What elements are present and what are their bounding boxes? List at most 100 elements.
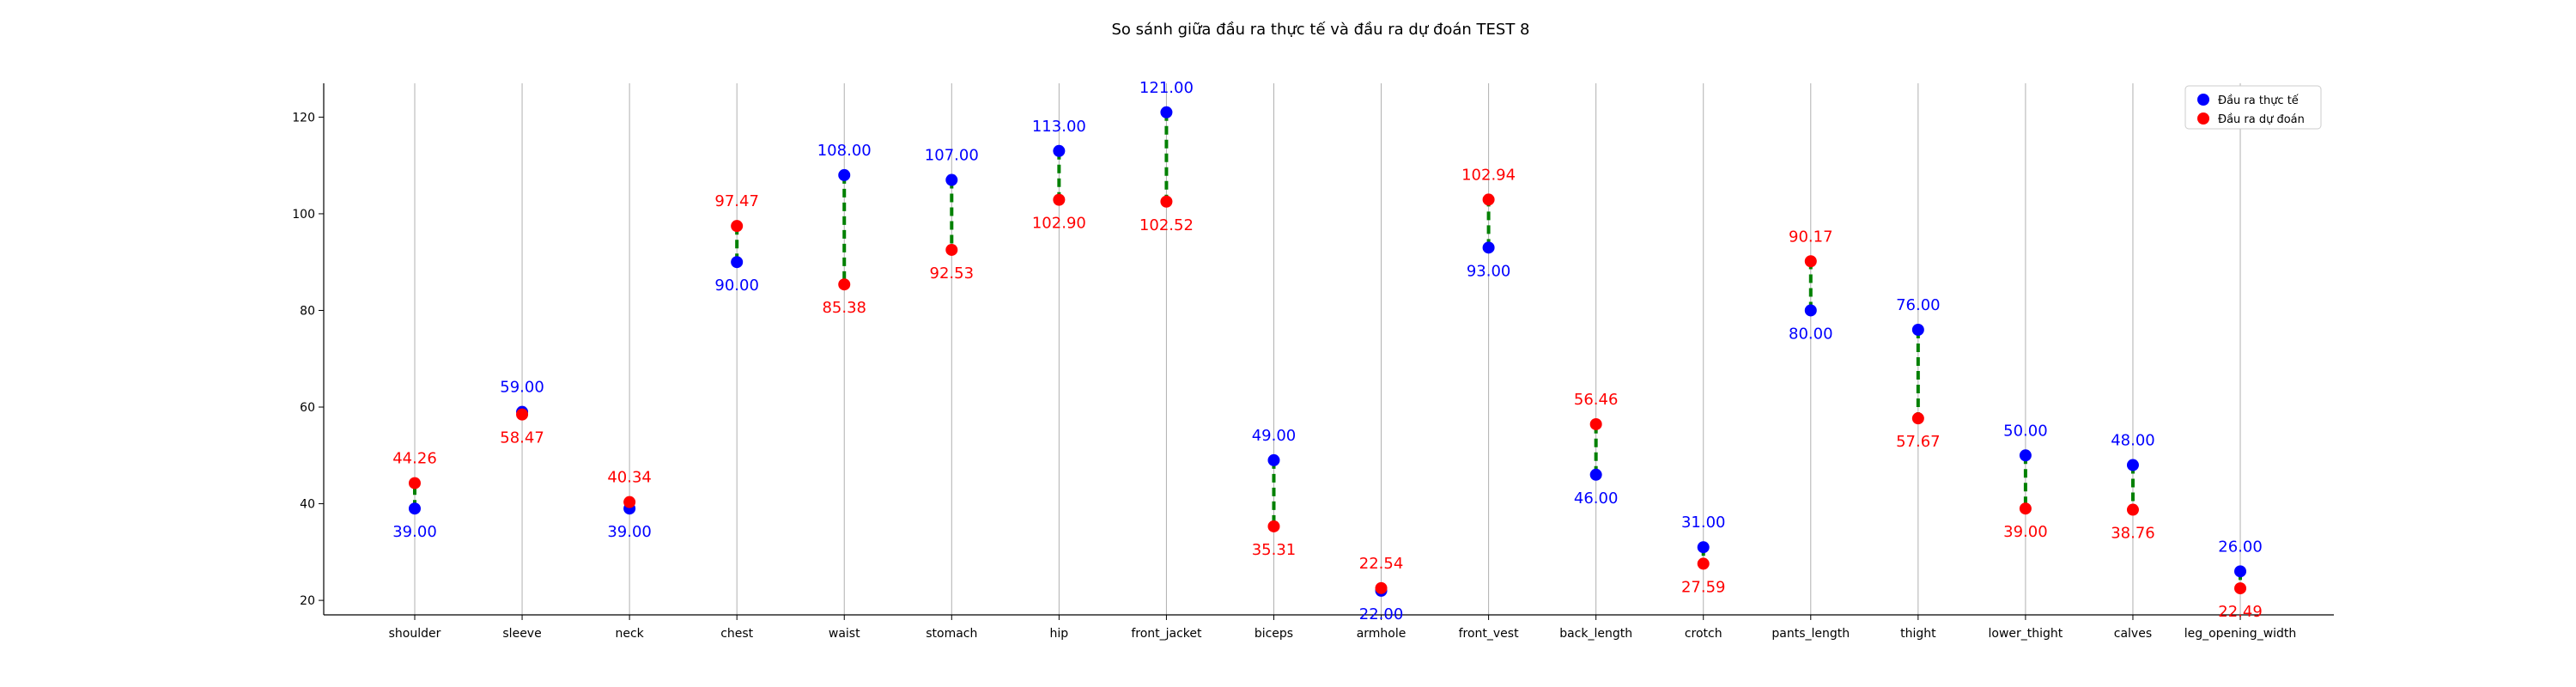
predicted-value-label: 27.59 <box>1681 578 1726 596</box>
actual-point <box>1053 144 1066 157</box>
actual-value-label: 39.00 <box>392 523 437 541</box>
actual-point <box>2019 449 2032 462</box>
actual-point <box>409 502 421 515</box>
y-tick-label: 80 <box>300 304 315 318</box>
predicted-value-label: 57.67 <box>1896 433 1941 451</box>
x-tick-label: back_length <box>1559 627 1632 641</box>
predicted-value-label: 97.47 <box>714 192 759 210</box>
legend-label-actual: Đầu ra thực tế <box>2218 94 2299 107</box>
predicted-value-label: 38.76 <box>2111 525 2155 543</box>
value-labels: 39.00 44.26 59.00 58.47 39.00 40.34 90.00 97.47… <box>392 79 2263 623</box>
predicted-point <box>409 477 421 489</box>
actual-point <box>1160 106 1173 119</box>
predicted-value-label: 56.46 <box>1574 391 1619 409</box>
x-tick-label: hip <box>1050 627 1069 641</box>
y-tick-label: 40 <box>300 498 315 512</box>
actual-point <box>1267 453 1280 466</box>
y-tick-label: 20 <box>300 594 315 608</box>
actual-value-label: 93.00 <box>1467 262 1511 280</box>
x-tick-label: neck <box>615 627 644 641</box>
predicted-point <box>1589 417 1602 430</box>
x-tick-label: biceps <box>1255 627 1293 641</box>
actual-point <box>945 173 958 186</box>
predicted-value-label: 39.00 <box>2003 523 2048 541</box>
actual-value-label: 31.00 <box>1681 514 1726 532</box>
predicted-point <box>1697 557 1710 570</box>
predicted-point <box>1804 255 1817 268</box>
actual-point <box>1911 323 1924 336</box>
actual-point <box>1482 241 1495 254</box>
predicted-point <box>1482 193 1495 206</box>
legend-label-predicted: Đầu ra dự đoán <box>2218 113 2305 126</box>
legend-marker-predicted <box>2197 112 2209 125</box>
predicted-value-label: 92.53 <box>930 264 975 283</box>
predicted-point <box>2019 502 2032 515</box>
actual-point <box>731 256 744 269</box>
x-tick-label: front_jacket <box>1131 627 1202 641</box>
predicted-value-label: 58.47 <box>500 429 544 447</box>
predicted-point <box>2126 503 2139 516</box>
x-tick-label: crotch <box>1685 627 1722 641</box>
actual-value-label: 50.00 <box>2003 422 2048 440</box>
x-tick-label: calves <box>2114 627 2152 641</box>
x-tick-label: pants_length <box>1771 627 1850 641</box>
predicted-value-label: 90.17 <box>1789 228 1833 246</box>
actual-point <box>1589 468 1602 481</box>
x-tick-label: lower_thight <box>1989 627 2063 641</box>
predicted-point <box>945 243 958 256</box>
actual-point <box>2126 459 2139 471</box>
predicted-point <box>1160 195 1173 208</box>
connectors <box>413 112 2243 591</box>
actual-value-label: 49.00 <box>1252 427 1297 445</box>
actual-value-label: 107.00 <box>925 147 979 165</box>
predicted-value-label: 102.90 <box>1032 215 1086 233</box>
actual-value-label: 48.00 <box>2111 432 2155 450</box>
predicted-point <box>1911 412 1924 425</box>
y-tick-label: 100 <box>292 208 315 222</box>
actual-point <box>1804 304 1817 317</box>
predicted-point <box>1375 581 1388 594</box>
predicted-value-label: 35.31 <box>1252 541 1297 559</box>
x-tick-label: leg_opening_width <box>2184 627 2297 641</box>
x-tick-label: chest <box>720 627 753 641</box>
predicted-value-label: 85.38 <box>822 299 866 317</box>
actual-point <box>2234 565 2247 578</box>
predicted-value-label: 102.94 <box>1461 166 1516 184</box>
actual-value-label: 121.00 <box>1139 79 1194 97</box>
x-tick-label: armhole <box>1357 627 1406 641</box>
actual-value-label: 90.00 <box>714 277 759 295</box>
actual-value-label: 26.00 <box>2218 538 2263 556</box>
predicted-point <box>516 408 529 421</box>
predicted-point <box>2234 582 2247 595</box>
legend-marker-actual <box>2197 94 2209 106</box>
actual-value-label: 22.00 <box>1359 605 1404 623</box>
predicted-value-label: 40.34 <box>607 469 652 487</box>
predicted-value-label: 22.54 <box>1359 555 1404 573</box>
actual-value-label: 39.00 <box>607 523 652 541</box>
chart-title: So sánh giữa đầu ra thực tế và đầu ra dự… <box>1111 21 1529 39</box>
y-tick-label: 120 <box>292 111 315 125</box>
x-tick-label: thight <box>1900 627 1936 641</box>
predicted-point <box>1267 520 1280 532</box>
actual-value-label: 80.00 <box>1789 325 1833 343</box>
markers <box>409 106 2247 597</box>
actual-value-label: 46.00 <box>1574 489 1619 508</box>
actual-value-label: 113.00 <box>1032 118 1086 136</box>
grid-lines <box>414 83 2241 615</box>
x-tick-label: shoulder <box>389 627 441 641</box>
actual-value-label: 108.00 <box>817 142 872 160</box>
legend: Đầu ra thực tế Đầu ra dự đoán <box>2184 85 2322 130</box>
axes: 20 40 60 80 100 120 shoulder sleeve neck chest wai… <box>292 83 2334 641</box>
legend-frame <box>2184 85 2322 130</box>
predicted-point <box>623 495 636 508</box>
x-tick-label: sleeve <box>502 627 541 641</box>
x-tick-label: stomach <box>926 627 977 641</box>
actual-point <box>1697 541 1710 554</box>
predicted-point <box>731 220 744 233</box>
x-tick-label: front_vest <box>1459 627 1519 641</box>
predicted-value-label: 102.52 <box>1139 216 1194 234</box>
actual-point <box>838 168 851 181</box>
y-tick-label: 60 <box>300 401 315 415</box>
actual-value-label: 59.00 <box>500 379 544 397</box>
